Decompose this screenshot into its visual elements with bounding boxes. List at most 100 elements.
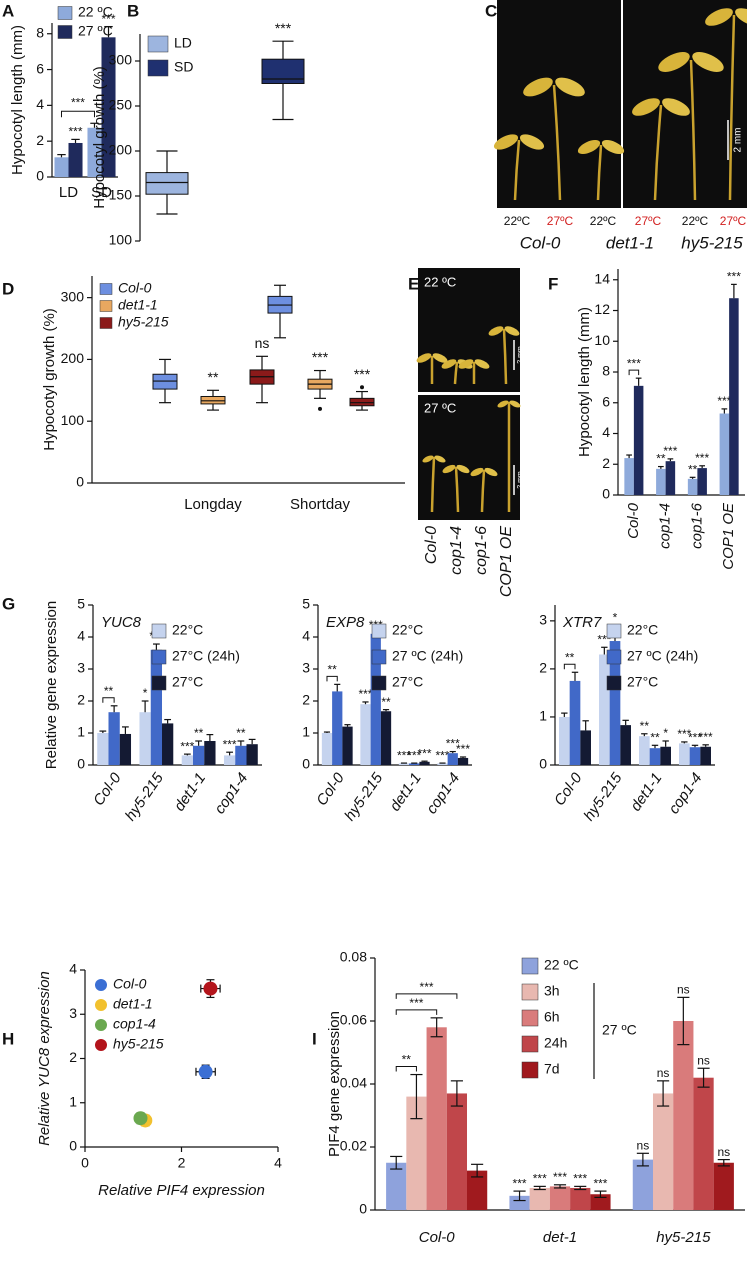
panel-letter: B bbox=[127, 1, 139, 20]
y-tick-label: 4 bbox=[36, 96, 44, 112]
legend-label: 24h bbox=[544, 1035, 567, 1051]
bar bbox=[235, 745, 247, 765]
y-tick-label: 300 bbox=[109, 52, 133, 68]
y-tick-label: 2 bbox=[77, 692, 85, 708]
significance: *** bbox=[69, 125, 83, 139]
legend-swatch bbox=[151, 649, 167, 665]
legend-swatch bbox=[151, 675, 167, 691]
bar bbox=[729, 298, 739, 495]
bar bbox=[409, 763, 420, 765]
y-tick-label: 1 bbox=[302, 724, 310, 740]
seedling-leaf bbox=[504, 326, 520, 336]
significance: *** bbox=[513, 1176, 527, 1190]
bar bbox=[467, 1170, 488, 1210]
significance: ns bbox=[255, 335, 270, 351]
y-axis-label: Hypocotyl length (mm) bbox=[576, 307, 593, 457]
x-tick-label: Col-0 bbox=[625, 502, 642, 539]
legend-label: det1-1 bbox=[113, 996, 153, 1012]
significance: ** bbox=[640, 719, 650, 733]
significance: * bbox=[613, 610, 618, 624]
bar bbox=[569, 680, 581, 765]
significance: *** bbox=[533, 1172, 547, 1186]
y-tick-label: 200 bbox=[109, 142, 133, 158]
y-tick-label: 2 bbox=[69, 1049, 77, 1065]
legend-swatch bbox=[521, 1035, 539, 1053]
seedling-leaf bbox=[658, 52, 690, 72]
seedling-leaf bbox=[555, 77, 585, 97]
bar bbox=[687, 478, 698, 495]
y-tick-label: 4 bbox=[69, 961, 77, 977]
y-tick-label: 3 bbox=[302, 660, 310, 676]
legend-swatch bbox=[521, 957, 539, 975]
significance: *** bbox=[627, 356, 641, 370]
seedling-stem bbox=[453, 361, 459, 385]
seedling-leaf bbox=[601, 139, 625, 155]
bar bbox=[665, 461, 676, 495]
temperature-label: 22ºC bbox=[504, 214, 531, 228]
bar bbox=[693, 1077, 714, 1210]
outlier bbox=[318, 406, 322, 411]
significance: ** bbox=[402, 1053, 412, 1067]
bar bbox=[406, 1096, 427, 1210]
seedling-leaf bbox=[519, 134, 545, 150]
significance: *** bbox=[553, 1170, 567, 1184]
x-tick-label: cop1-4 bbox=[657, 503, 674, 549]
y-tick-label: 0.04 bbox=[340, 1075, 367, 1091]
legend-swatch bbox=[99, 283, 113, 295]
y-axis-label: Hypocotyl length (mm) bbox=[9, 25, 26, 175]
x-tick-label: hy5-215 bbox=[656, 1229, 711, 1246]
legend-label: LD bbox=[174, 35, 192, 51]
bar bbox=[620, 725, 631, 765]
x-tick-label: cop1-6 bbox=[688, 502, 705, 549]
significance: *** bbox=[688, 730, 702, 744]
panel-letter: G bbox=[2, 594, 15, 613]
y-tick-label: 0 bbox=[602, 486, 610, 502]
seedling-stem bbox=[552, 84, 562, 201]
bar bbox=[101, 37, 116, 178]
bar bbox=[223, 755, 236, 765]
y-tick-label: 2 bbox=[36, 132, 44, 148]
seedling-leaf bbox=[432, 353, 448, 363]
seedling-leaf bbox=[509, 400, 521, 408]
x-tick-label: 2 bbox=[178, 1155, 186, 1171]
legend-label: det1-1 bbox=[118, 297, 158, 313]
legend-swatch bbox=[147, 35, 169, 53]
seedling-stem bbox=[454, 466, 460, 513]
bar bbox=[181, 755, 193, 765]
significance: ns bbox=[677, 983, 690, 997]
seedling-leaf bbox=[488, 326, 504, 336]
seedling-leaf bbox=[456, 464, 470, 474]
bar bbox=[150, 649, 163, 765]
significance: *** bbox=[180, 739, 194, 753]
bar bbox=[321, 733, 333, 765]
legend-label: 3h bbox=[544, 983, 560, 999]
seedling-leaf bbox=[470, 467, 484, 477]
y-tick-label: 0 bbox=[36, 168, 44, 184]
bar bbox=[386, 1162, 407, 1210]
legend-swatch bbox=[606, 675, 622, 691]
significance: *** bbox=[223, 737, 237, 751]
bar bbox=[370, 633, 381, 765]
y-tick-label: 5 bbox=[77, 596, 85, 612]
seedling-leaf bbox=[458, 359, 474, 369]
y-tick-label: 6 bbox=[36, 60, 44, 76]
scale-label: 2 mm bbox=[733, 128, 744, 153]
bar bbox=[570, 1187, 591, 1210]
chart-title: XTR7 bbox=[562, 614, 602, 631]
seedling-leaf bbox=[662, 98, 690, 116]
y-tick-label: 3 bbox=[69, 1005, 77, 1021]
genotype-label: COP1 OE bbox=[498, 526, 515, 597]
significance: ** bbox=[565, 650, 575, 664]
box bbox=[152, 373, 178, 390]
y-axis-label: PIF4 gene expression bbox=[326, 1011, 343, 1157]
bar bbox=[398, 763, 410, 765]
significance: *** bbox=[71, 95, 85, 109]
bracket bbox=[395, 1066, 417, 1072]
significance: ** bbox=[194, 726, 204, 740]
box bbox=[261, 58, 305, 84]
temperature-label: 27ºC bbox=[547, 214, 574, 228]
seedling-stem bbox=[430, 456, 436, 513]
y-tick-label: 250 bbox=[109, 97, 133, 113]
significance: *** bbox=[407, 748, 421, 762]
bar bbox=[509, 1195, 530, 1210]
